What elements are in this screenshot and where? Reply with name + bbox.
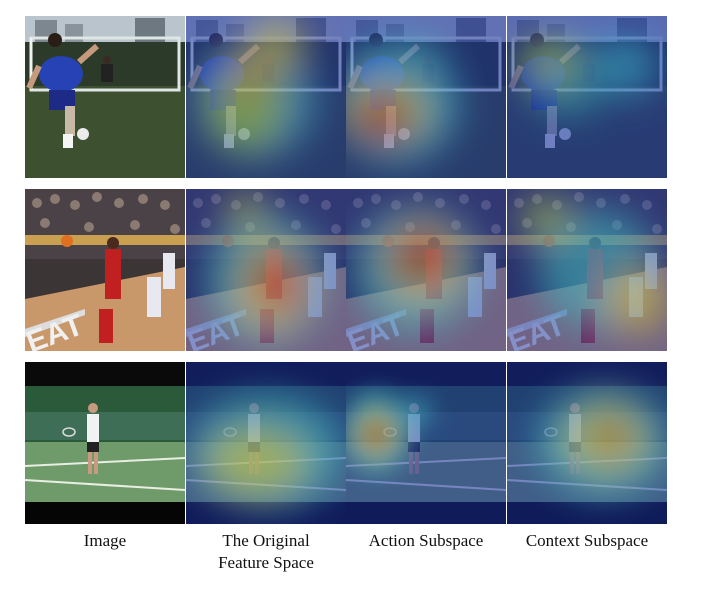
caption-original-line1: The Original <box>222 531 310 550</box>
caption-original-line2: Feature Space <box>218 553 314 572</box>
caption-context-line1: Context Subspace <box>525 531 649 550</box>
row1-original-heatmap <box>186 16 346 178</box>
row3-context-heatmap <box>507 362 667 524</box>
row2-image <box>25 189 185 351</box>
caption-original-feature-space: The Original Feature Space <box>186 530 346 574</box>
row1-context-heatmap <box>507 16 667 178</box>
row3-action-heatmap <box>346 362 506 524</box>
row3-original-heatmap <box>186 362 346 524</box>
row2-context-heatmap <box>507 189 667 351</box>
row2-action-heatmap <box>346 189 506 351</box>
caption-context-subspace: Context Subspace <box>507 530 667 552</box>
caption-image: Image <box>25 530 185 552</box>
row3-image <box>25 362 185 524</box>
row1-image <box>25 16 185 178</box>
row2-original-heatmap <box>186 189 346 351</box>
caption-action-subspace: Action Subspace <box>346 530 506 552</box>
caption-action-line1: Action Subspace <box>368 531 484 550</box>
row1-action-heatmap <box>346 16 506 178</box>
caption-image-line1: Image <box>83 531 127 550</box>
